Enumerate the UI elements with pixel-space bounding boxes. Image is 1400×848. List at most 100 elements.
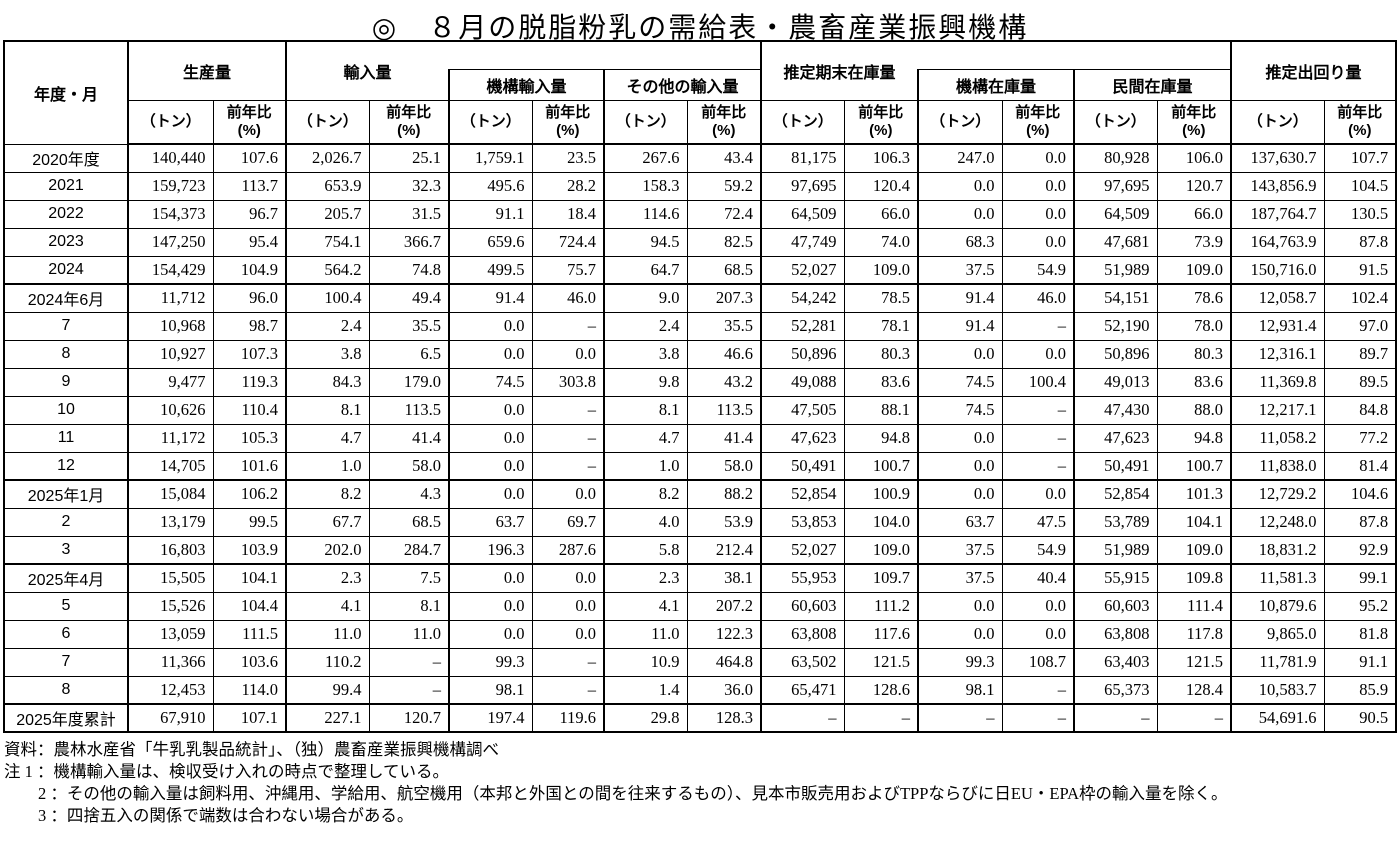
row-label: 3 (3, 535, 129, 565)
value-cell: 94.8 (1156, 423, 1233, 453)
value-cell: 47,430 (1073, 395, 1158, 425)
header-row-subgroups: 機構輸入量 その他の輸入量 機構在庫量 民間在庫量 (4, 68, 1396, 101)
value-cell: 11,581.3 (1230, 563, 1325, 593)
value-cell: 68.3 (917, 227, 1003, 257)
row-label: 2025年1月 (3, 479, 129, 509)
value-cell: 54.9 (1001, 535, 1076, 565)
value-cell: 11,838.0 (1230, 451, 1325, 481)
value-cell: 100.7 (1156, 451, 1233, 481)
value-cell: 179.0 (368, 367, 451, 397)
value-cell: 18,831.2 (1230, 535, 1325, 565)
value-cell: – (1001, 423, 1076, 453)
value-cell: 284.7 (368, 535, 451, 565)
row-label: 5 (3, 591, 129, 621)
value-cell: 98.1 (917, 675, 1003, 705)
value-cell: 54,691.6 (1230, 703, 1325, 733)
value-cell: 91.4 (448, 283, 533, 313)
supply-demand-table: 年度・月 生産量 輸入量 推定期末在庫量 推定出回り量 機構輸入量 その他の輸入… (3, 40, 1398, 733)
value-cell: 117.6 (843, 619, 920, 649)
row-label: 8 (3, 675, 129, 705)
row-label: 9 (3, 367, 129, 397)
value-cell: 78.6 (1156, 283, 1233, 313)
value-cell: 28.2 (531, 171, 606, 201)
row-label: 2023 (3, 227, 129, 257)
value-cell: 2.3 (285, 563, 370, 593)
row-label: 2025年4月 (3, 563, 129, 593)
table-row: 2025年4月 15,505 104.1 2.3 7.5 0.0 0.0 2.3… (3, 563, 1397, 593)
value-cell: 12,058.7 (1230, 283, 1325, 313)
value-cell: 97.0 (1323, 311, 1397, 341)
value-cell: 0.0 (917, 171, 1003, 201)
value-cell: 99.3 (448, 647, 533, 677)
value-cell: 205.7 (285, 199, 370, 229)
value-cell: 96.7 (212, 199, 288, 229)
value-cell: 97,695 (1073, 171, 1158, 201)
value-cell: 78.0 (1156, 311, 1233, 341)
value-cell: 84.8 (1323, 395, 1397, 425)
value-cell: 92.9 (1323, 535, 1397, 565)
value-cell: 74.5 (917, 395, 1003, 425)
value-cell: 31.5 (368, 199, 451, 229)
unit-ton: （トン） (448, 99, 533, 145)
value-cell: 51,989 (1073, 535, 1158, 565)
value-cell: 46.0 (1001, 283, 1076, 313)
value-cell: 32.3 (368, 171, 451, 201)
table-row: 8 10,927 107.3 3.8 6.5 0.0 0.0 3.8 46.6 … (3, 339, 1397, 369)
value-cell: – (1001, 311, 1076, 341)
value-cell: 10,879.6 (1230, 591, 1325, 621)
value-cell: 2,026.7 (285, 143, 370, 173)
value-cell: 1.0 (603, 451, 688, 481)
unit-yoy: 前年比 (%) (1001, 99, 1076, 145)
value-cell: 113.7 (212, 171, 288, 201)
value-cell: 59.2 (686, 171, 763, 201)
unit-yoy: 前年比 (%) (843, 99, 920, 145)
value-cell: 41.4 (686, 423, 763, 453)
value-cell: 12,217.1 (1230, 395, 1325, 425)
value-cell: 63,808 (1073, 619, 1158, 649)
value-cell: 4.1 (603, 591, 688, 621)
value-cell: 67,910 (127, 703, 214, 733)
value-cell: 103.6 (212, 647, 288, 677)
value-cell: 91.1 (448, 199, 533, 229)
value-cell: 89.7 (1323, 339, 1397, 369)
unit-yoy: 前年比 (%) (368, 99, 451, 145)
value-cell: 46.6 (686, 339, 763, 369)
row-label: 6 (3, 619, 129, 649)
value-cell: 13,179 (127, 507, 214, 537)
unit-ton: （トン） (1230, 99, 1325, 145)
row-label: 7 (3, 647, 129, 677)
value-cell: 4.7 (603, 423, 688, 453)
note-2: 2 ：その他の輸入量は飼料用、沖縄用、学給用、航空機用（本邦と外国との間を往来す… (38, 784, 1228, 803)
value-cell: 54,242 (760, 283, 845, 313)
value-cell: 15,505 (127, 563, 214, 593)
value-cell: 0.0 (448, 311, 533, 341)
value-cell: 100.4 (1001, 367, 1076, 397)
value-cell: 35.5 (368, 311, 451, 341)
value-cell: 0.0 (531, 339, 606, 369)
value-cell: 102.4 (1323, 283, 1397, 313)
value-cell: 101.3 (1156, 479, 1233, 509)
value-cell: 11,781.9 (1230, 647, 1325, 677)
value-cell: 89.5 (1323, 367, 1397, 397)
value-cell: 0.0 (1001, 479, 1076, 509)
table-row: 5 15,526 104.4 4.1 8.1 0.0 0.0 4.1 207.2… (3, 591, 1397, 621)
value-cell: 46.0 (531, 283, 606, 313)
value-cell: 97,695 (760, 171, 845, 201)
value-cell: 128.3 (686, 703, 763, 733)
value-cell: 60,603 (1073, 591, 1158, 621)
table-row: 3 16,803 103.9 202.0 284.7 196.3 287.6 5… (3, 535, 1397, 565)
value-cell: 109.0 (843, 255, 920, 285)
value-cell: – (760, 703, 845, 733)
value-cell: 52,854 (760, 479, 845, 509)
value-cell: 106.0 (1156, 143, 1233, 173)
value-cell: 47,623 (760, 423, 845, 453)
header-row-units: （トン） 前年比 (%) （トン） 前年比 (%) （トン） 前年比 (%) （トン）… (4, 99, 1398, 145)
value-cell: 12,453 (127, 675, 214, 705)
table-row: 2025年1月 15,084 106.2 8.2 4.3 0.0 0.0 8.2… (3, 479, 1397, 509)
value-cell: 87.8 (1323, 227, 1397, 257)
header-production: 生産量 (127, 40, 288, 101)
value-cell: 11,369.8 (1230, 367, 1325, 397)
value-cell: 51,989 (1073, 255, 1158, 285)
value-cell: 287.6 (531, 535, 606, 565)
value-cell: – (531, 451, 606, 481)
